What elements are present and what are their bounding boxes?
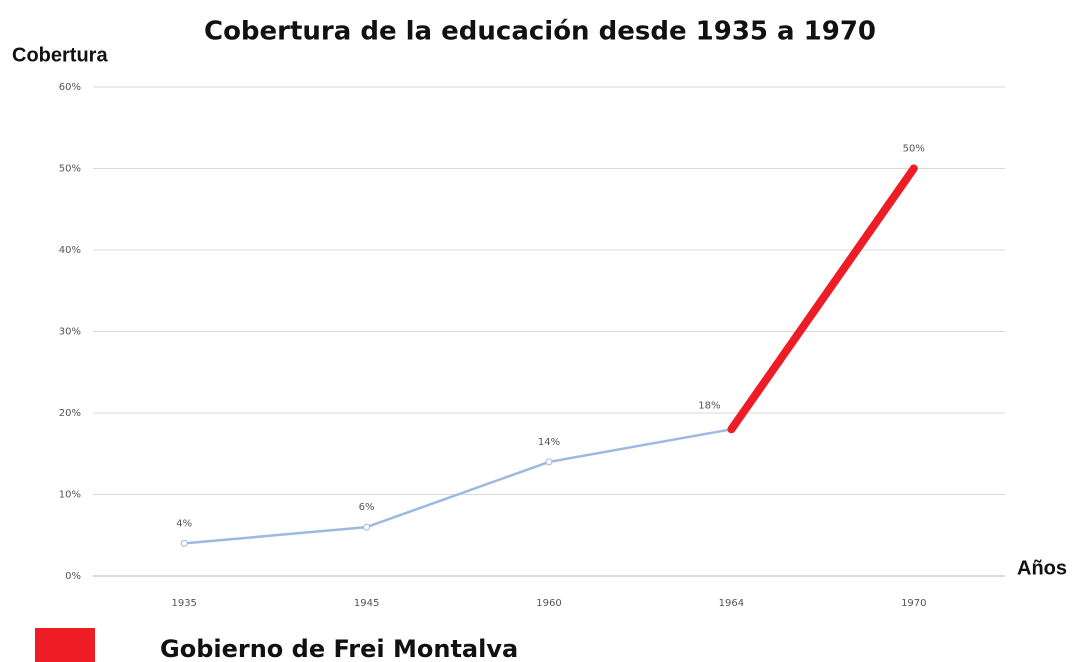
y-tick-label: 40%: [59, 245, 81, 256]
x-tick-label: 1945: [354, 598, 379, 609]
y-tick-label: 10%: [59, 490, 81, 501]
data-label: 18%: [698, 400, 720, 411]
data-label: 14%: [538, 437, 560, 448]
y-tick-label: 20%: [59, 408, 81, 419]
point-marker: [545, 458, 553, 466]
series-line: [727, 164, 918, 434]
y-tick-label: 0%: [65, 571, 81, 582]
y-axis-label: Cobertura: [12, 44, 108, 66]
legend-label: Gobierno de Frei Montalva: [160, 635, 518, 662]
x-tick-label: 1960: [536, 598, 561, 609]
x-tick-label: 1964: [719, 598, 744, 609]
y-tick-label: 60%: [59, 82, 81, 93]
x-axis-label: Años: [1017, 557, 1067, 579]
x-tick-label: 1935: [171, 598, 196, 609]
point-marker: [180, 539, 188, 547]
data-label: 50%: [903, 144, 925, 155]
legend-swatch: [35, 628, 95, 662]
chart-title: Cobertura de la educación desde 1935 a 1…: [204, 17, 876, 47]
y-tick-label: 30%: [59, 327, 81, 338]
series-line: [182, 428, 733, 545]
y-tick-label: 50%: [59, 164, 81, 175]
x-tick-label: 1970: [901, 598, 926, 609]
point-marker: [363, 523, 371, 531]
data-label: 6%: [359, 502, 375, 513]
data-label: 4%: [176, 518, 192, 529]
